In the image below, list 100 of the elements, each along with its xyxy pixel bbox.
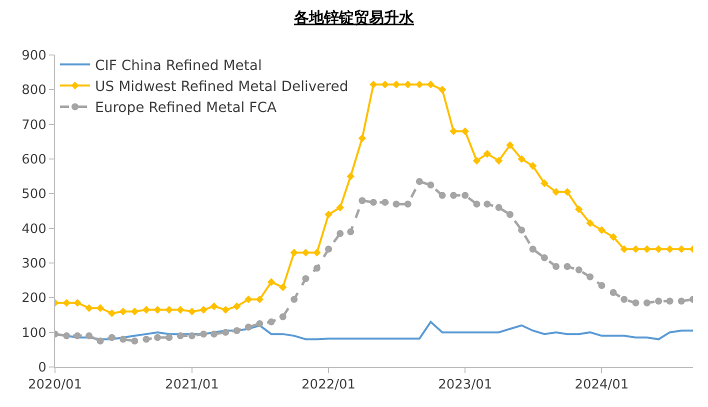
point bbox=[678, 245, 686, 254]
point bbox=[154, 334, 162, 342]
chart-title: 各地锌锭贸易升水 bbox=[293, 8, 415, 27]
point bbox=[290, 296, 298, 303]
point bbox=[506, 210, 514, 218]
point bbox=[313, 248, 321, 256]
point bbox=[267, 278, 276, 286]
point bbox=[346, 172, 355, 180]
point bbox=[392, 80, 400, 88]
point bbox=[154, 306, 162, 314]
point bbox=[370, 198, 377, 206]
point bbox=[336, 230, 344, 238]
point bbox=[564, 262, 571, 270]
point bbox=[655, 298, 662, 305]
point bbox=[96, 304, 104, 312]
point bbox=[426, 80, 435, 88]
point bbox=[325, 246, 332, 253]
point bbox=[552, 262, 560, 270]
point bbox=[382, 198, 389, 206]
point bbox=[142, 336, 150, 343]
point bbox=[279, 313, 286, 320]
point bbox=[494, 156, 503, 165]
point bbox=[518, 155, 526, 163]
point bbox=[563, 188, 572, 196]
point bbox=[438, 86, 446, 94]
point bbox=[233, 327, 240, 334]
point bbox=[130, 308, 139, 316]
point bbox=[427, 182, 434, 188]
point bbox=[643, 245, 651, 254]
point bbox=[438, 192, 446, 199]
point bbox=[313, 264, 320, 272]
point bbox=[586, 273, 594, 280]
point bbox=[188, 308, 196, 316]
point bbox=[529, 246, 536, 253]
point bbox=[506, 141, 514, 150]
point bbox=[461, 127, 470, 136]
point bbox=[666, 298, 674, 305]
point bbox=[324, 210, 332, 218]
point bbox=[210, 302, 218, 310]
point bbox=[232, 302, 241, 310]
point bbox=[358, 134, 366, 142]
point bbox=[96, 338, 104, 344]
x-tick-label: 2024/01 bbox=[574, 378, 629, 393]
y-tick-label: 800 bbox=[22, 83, 46, 98]
point bbox=[472, 156, 481, 165]
point bbox=[302, 248, 310, 256]
point bbox=[610, 288, 617, 296]
point bbox=[575, 266, 582, 274]
x-tick-label: 2020/01 bbox=[28, 378, 82, 393]
point bbox=[462, 192, 469, 199]
point bbox=[620, 245, 628, 254]
point bbox=[244, 296, 252, 304]
point bbox=[188, 332, 196, 340]
point bbox=[108, 334, 116, 342]
point bbox=[63, 332, 70, 340]
point bbox=[268, 318, 275, 326]
point bbox=[381, 80, 389, 88]
point bbox=[120, 336, 127, 343]
point bbox=[484, 200, 491, 208]
point bbox=[119, 308, 127, 316]
y-tick-label: 700 bbox=[22, 118, 46, 133]
legend-label: CIF China Refined Metal bbox=[95, 58, 262, 74]
point bbox=[518, 226, 526, 234]
point bbox=[540, 179, 548, 188]
legend-label: US Midwest Refined Metal Delivered bbox=[95, 79, 348, 96]
y-tick-label: 100 bbox=[22, 326, 46, 341]
y-tick-label: 0 bbox=[38, 360, 46, 376]
point bbox=[620, 296, 628, 303]
point bbox=[347, 228, 354, 236]
point bbox=[632, 245, 640, 254]
point bbox=[290, 248, 298, 256]
point bbox=[450, 192, 458, 199]
point bbox=[222, 306, 230, 314]
point bbox=[74, 332, 81, 340]
point bbox=[404, 200, 412, 208]
point bbox=[654, 245, 662, 254]
point bbox=[74, 298, 82, 307]
point bbox=[200, 306, 208, 314]
point bbox=[540, 254, 548, 262]
point bbox=[358, 197, 366, 204]
x-tick-label: 2021/01 bbox=[164, 378, 219, 393]
point bbox=[598, 226, 606, 234]
point bbox=[392, 200, 400, 208]
point bbox=[85, 304, 93, 312]
y-tick-label: 600 bbox=[22, 152, 46, 168]
y-tick-label: 300 bbox=[22, 256, 46, 272]
x-tick-label: 2022/01 bbox=[302, 378, 356, 393]
y-tick-label: 900 bbox=[22, 48, 46, 64]
point bbox=[166, 334, 173, 342]
point bbox=[483, 150, 492, 158]
point bbox=[609, 233, 618, 241]
point bbox=[643, 299, 650, 306]
point bbox=[416, 178, 423, 186]
y-tick-label: 200 bbox=[22, 291, 46, 306]
point bbox=[176, 332, 184, 340]
point bbox=[142, 306, 150, 314]
point bbox=[528, 162, 537, 170]
point bbox=[165, 306, 174, 314]
point bbox=[495, 204, 502, 212]
point bbox=[574, 205, 583, 214]
